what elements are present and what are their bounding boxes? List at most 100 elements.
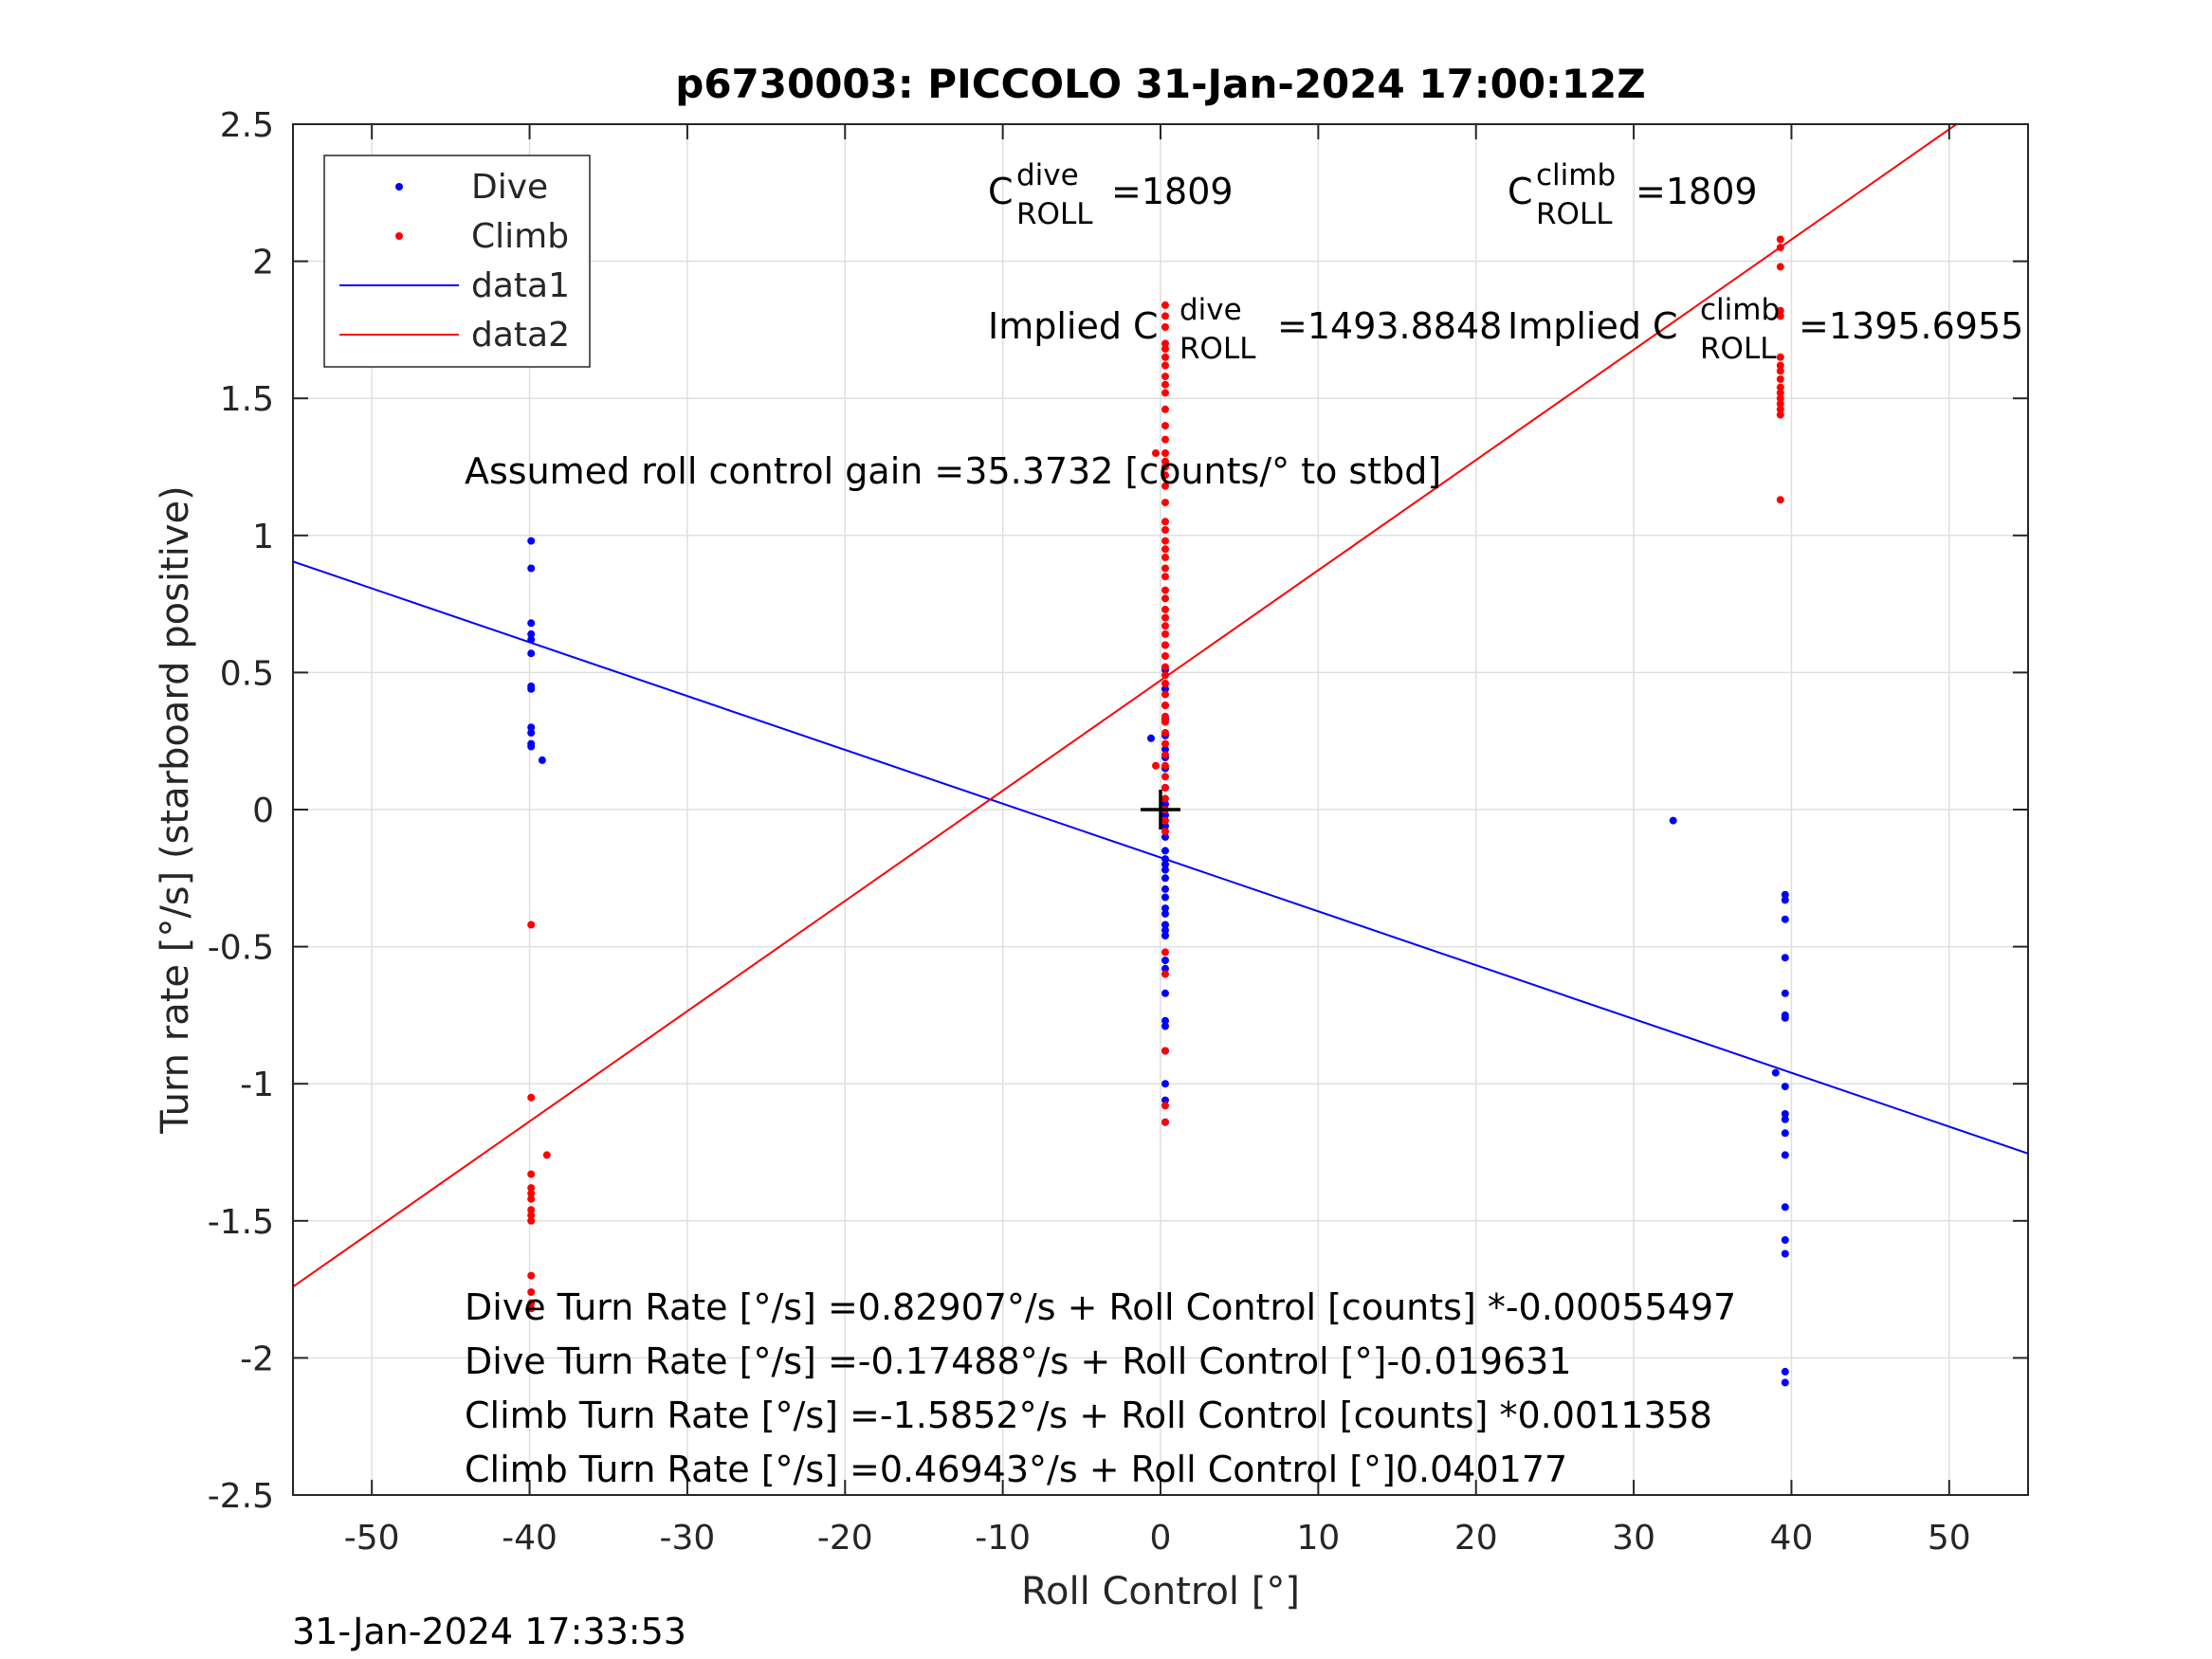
svg-text:dive: dive xyxy=(1179,293,1242,327)
climb-point xyxy=(1161,380,1169,389)
implied-climb-annotation: Implied C climb ROLL =1395.6955 xyxy=(1508,293,2023,366)
climb-point xyxy=(542,1151,551,1159)
climb-point xyxy=(1776,361,1784,370)
dive-point xyxy=(1161,860,1169,868)
climb-point xyxy=(527,1212,536,1219)
svg-text:=1809: =1809 xyxy=(1111,171,1234,212)
climb-point xyxy=(1161,345,1169,354)
dive-point xyxy=(1161,884,1169,893)
svg-text:ROLL: ROLL xyxy=(1700,332,1777,366)
data1-fit-line xyxy=(293,560,2028,1155)
climb-point xyxy=(1161,739,1169,748)
svg-text:=1809: =1809 xyxy=(1636,171,1758,212)
climb-point xyxy=(1161,353,1169,361)
climb-point xyxy=(1161,680,1169,687)
dive-point xyxy=(1161,822,1169,830)
climb-point xyxy=(1161,435,1169,444)
climb-point xyxy=(1161,1102,1169,1110)
dive-point xyxy=(1161,964,1169,973)
climb-point xyxy=(1161,622,1169,630)
dive-point xyxy=(1161,847,1169,855)
dive-point xyxy=(1161,684,1169,693)
x-tick-label: 30 xyxy=(1612,1519,1655,1558)
fit-lines xyxy=(293,124,2028,1288)
svg-text:ROLL: ROLL xyxy=(1179,332,1256,366)
origin-cross-marker xyxy=(1141,790,1180,830)
dive-point xyxy=(1781,954,1789,962)
axis-ticks xyxy=(293,123,2028,1496)
footer-timestamp: 31-Jan-2024 17:33:53 xyxy=(292,1611,686,1652)
climb-point xyxy=(1776,410,1784,419)
x-tick-label: -50 xyxy=(344,1519,400,1558)
dive-point xyxy=(1781,1367,1789,1376)
climb-point xyxy=(1161,1118,1169,1126)
data-points xyxy=(527,235,1789,1387)
dive-point xyxy=(527,684,536,693)
climb-point xyxy=(1161,761,1169,770)
climb-point xyxy=(1776,394,1784,403)
legend-data1-label: data1 xyxy=(471,266,570,305)
climb-point xyxy=(527,1194,536,1203)
dive-point xyxy=(1161,1016,1169,1025)
climb-point xyxy=(1776,405,1784,413)
climb-point xyxy=(527,1304,536,1313)
svg-text:dive: dive xyxy=(1016,158,1079,192)
dive-point xyxy=(527,629,536,638)
dive-point xyxy=(1781,1115,1789,1123)
dive-point xyxy=(1161,800,1169,809)
dive-point xyxy=(1781,1378,1789,1387)
climb-point xyxy=(1161,471,1169,480)
dive-point xyxy=(1161,1080,1169,1088)
legend-data2-label: data2 xyxy=(471,316,570,355)
dive-point xyxy=(1781,890,1789,899)
climb-point xyxy=(527,1299,536,1307)
x-tick-label: 40 xyxy=(1770,1519,1814,1558)
dive-point xyxy=(1161,1022,1169,1030)
dive-point xyxy=(1781,1236,1789,1244)
dive-point xyxy=(1781,1249,1789,1258)
climb-point xyxy=(1161,970,1169,978)
y-tick-label: -1.5 xyxy=(208,1203,274,1242)
climb-point xyxy=(1152,449,1160,457)
dive-point xyxy=(1781,896,1789,904)
x-tick-label: 50 xyxy=(1928,1519,1971,1558)
dive-point xyxy=(527,649,536,658)
climb-point xyxy=(1161,463,1169,471)
svg-text:Implied C: Implied C xyxy=(1508,305,1678,347)
climb-point xyxy=(1161,794,1169,803)
climb-point xyxy=(1776,389,1784,397)
dive-equation-degrees: Dive Turn Rate [°/s] =-0.17488°/s + Roll… xyxy=(465,1340,1572,1382)
c-dive-annotation: C dive ROLL =1809 xyxy=(988,158,1234,231)
dive-point xyxy=(1669,816,1677,825)
climb-point xyxy=(1776,383,1784,392)
climb-point xyxy=(1161,671,1169,680)
dive-point xyxy=(1161,893,1169,902)
climb-point xyxy=(1161,816,1169,825)
x-tick-label: -20 xyxy=(817,1519,873,1558)
data2-fit-line xyxy=(293,124,1958,1288)
climb-point xyxy=(1776,312,1784,320)
climb-point xyxy=(1161,690,1169,699)
dive-point xyxy=(527,619,536,628)
x-tick-label: -10 xyxy=(975,1519,1031,1558)
dive-point xyxy=(1161,1096,1169,1104)
y-axis-label: Turn rate [°/s] (starboard positive) xyxy=(154,485,197,1135)
dive-point xyxy=(1161,921,1169,929)
climb-point xyxy=(1161,301,1169,309)
dive-point xyxy=(1781,989,1789,997)
climb-point xyxy=(1161,605,1169,613)
dive-point xyxy=(1161,932,1169,939)
chart-title: p6730003: PICCOLO 31-Jan-2024 17:00:12Z xyxy=(675,61,1645,107)
climb-point xyxy=(1161,573,1169,581)
dive-point xyxy=(1781,1203,1789,1212)
dive-point xyxy=(1161,926,1169,935)
dive-equation-counts: Dive Turn Rate [°/s] =0.82907°/s + Roll … xyxy=(465,1286,1736,1328)
climb-point xyxy=(1161,457,1169,465)
dive-point xyxy=(1161,745,1169,754)
climb-point xyxy=(1776,353,1784,361)
y-tick-label: 0 xyxy=(252,792,274,830)
y-tick-label: 1.5 xyxy=(220,380,274,419)
y-tick-label: -0.5 xyxy=(208,929,274,968)
dive-point xyxy=(1147,734,1155,742)
